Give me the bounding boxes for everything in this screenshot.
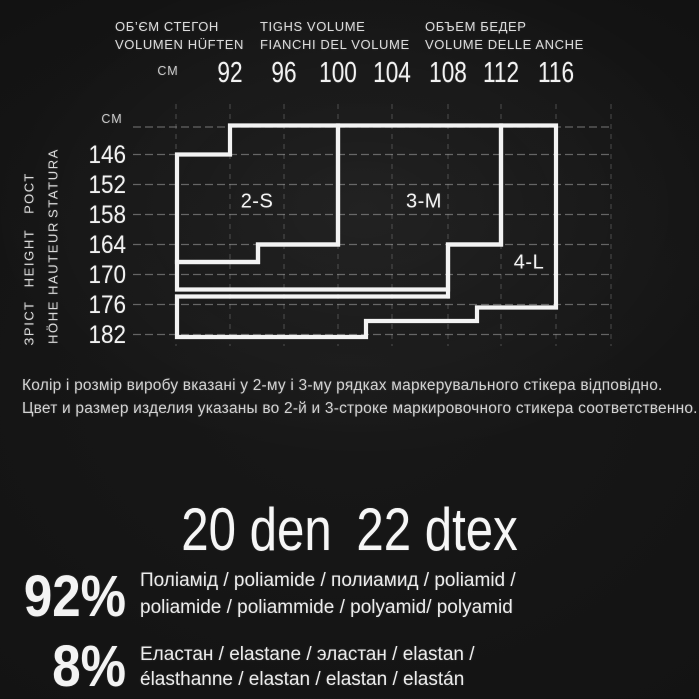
polyamide-line1: Поліамід / poliamide / полиамид / poliam…	[140, 570, 516, 591]
volume-tick: 96	[271, 57, 297, 89]
header-col2-line2: FIANCHI DEL VOLUME	[260, 37, 410, 52]
note-russian: Цвет и размер изделия указаны во 2-й и 3…	[22, 400, 698, 417]
height-axis-label: ЗРІСТ	[21, 300, 37, 346]
elastane-percent: 8%	[52, 634, 127, 699]
volume-tick: 108	[429, 57, 467, 89]
height-tick: 176	[88, 290, 126, 319]
header-col1-line1: ОБ’ЄМ СТЕГОН	[115, 19, 219, 34]
elastane-line2: élasthanne / elastan / elastan / elastán	[140, 669, 465, 690]
elastane-languages: Еластан / elastane / эластан / elastan /…	[140, 642, 475, 692]
height-tick: 158	[88, 200, 126, 229]
height-axis-label: HÖHE	[45, 300, 61, 344]
polyamide-percent: 92%	[23, 564, 126, 629]
height-tick: 182	[88, 320, 126, 349]
dtex-value: 22 dtex	[356, 496, 518, 563]
volume-tick: 116	[537, 57, 575, 89]
height-tick: 146	[88, 140, 126, 169]
volume-tick: 92	[217, 57, 243, 89]
size-region-label-4-L: 4-L	[513, 251, 545, 274]
size-region-label-2-S: 2-S	[240, 190, 274, 213]
volume-tick: 100	[319, 57, 357, 89]
polyamide-line2: poliamide / poliammide / polyamid/ polya…	[140, 596, 513, 618]
density-line: 20 den 22 dtex	[63, 500, 636, 560]
height-unit-label: СМ	[101, 112, 123, 126]
polyamide-languages: Поліамід / poliamide / полиамид / poliam…	[140, 568, 516, 621]
volume-tick: 104	[373, 57, 411, 89]
height-tick: 152	[88, 170, 126, 199]
elastane-line1: Еластан / elastane / эластан / elastan /	[140, 644, 475, 665]
height-axis-label: HEIGHT	[21, 228, 37, 288]
size-region-outline-3-M	[174, 123, 504, 292]
volume-tick: 112	[482, 57, 520, 89]
height-axis-label: STATURA	[45, 148, 61, 218]
height-axis-label: HAUTEUR	[45, 220, 61, 296]
height-tick: 164	[88, 230, 126, 259]
height-axis-label: РОСТ	[21, 172, 37, 214]
volume-unit-label: СМ	[157, 64, 179, 78]
header-col1-line2: VOLUMEN HÜFTEN	[115, 37, 245, 52]
size-region-outline-4-L	[174, 123, 559, 340]
size-region-label-3-M: 3-M	[406, 190, 442, 213]
height-tick: 170	[88, 260, 126, 289]
note-ukrainian: Колір і розмір виробу вказані у 2-му і 3…	[22, 377, 663, 394]
header-col3-line2: VOLUME DELLE ANCHE	[425, 37, 584, 52]
den-value: 20 den	[181, 496, 332, 563]
header-col3-line1: ОБЪЕМ БЕДЕР	[425, 19, 527, 34]
header-col2-line1: TIGHS VOLUME	[260, 19, 366, 34]
